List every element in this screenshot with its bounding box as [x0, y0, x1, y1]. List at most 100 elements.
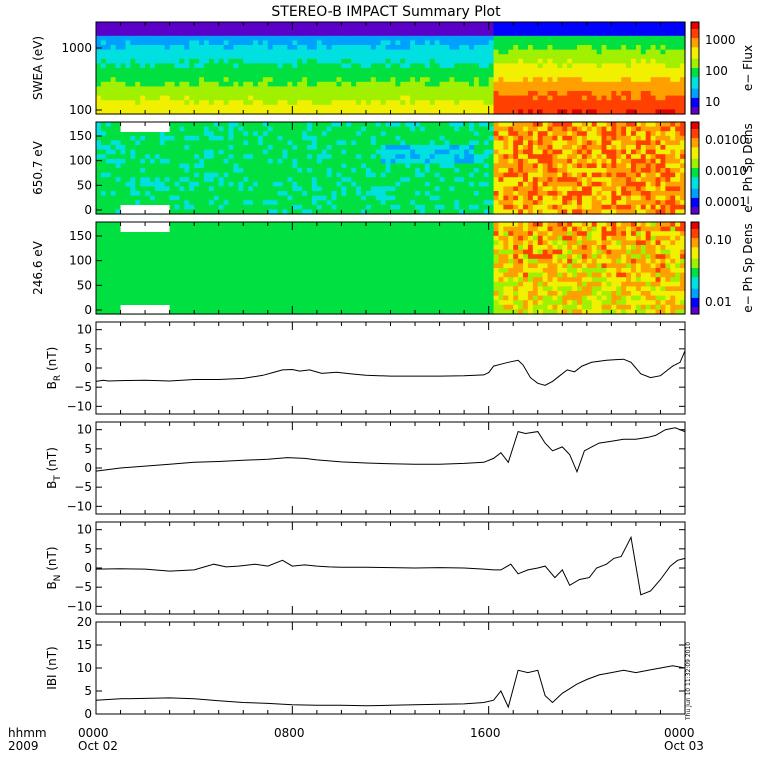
heatmap-cell: [297, 77, 303, 83]
heatmap-cell: [459, 58, 465, 64]
heatmap-cell: [410, 191, 416, 197]
heatmap-cell: [552, 40, 558, 46]
heatmap-cell: [307, 81, 313, 87]
heatmap-cell: [601, 200, 608, 206]
heatmap-cell: [459, 45, 465, 51]
heatmap-cell: [140, 40, 146, 46]
heatmap-cell: [169, 200, 176, 206]
heatmap-cell: [164, 149, 171, 155]
heatmap-cell: [228, 135, 235, 141]
heatmap-cell: [400, 145, 406, 151]
heatmap-cell: [356, 204, 362, 210]
heatmap-cell: [105, 31, 112, 37]
heatmap-cell: [96, 58, 102, 64]
heatmap-cell: [586, 181, 593, 187]
heatmap-cell: [199, 163, 205, 169]
heatmap-cell: [680, 77, 686, 83]
heatmap-cell: [174, 149, 181, 155]
heatmap-cell: [410, 140, 416, 146]
heatmap-cell: [203, 86, 210, 92]
heatmap-cell: [513, 68, 519, 74]
heatmap-cell: [616, 54, 622, 60]
heatmap-cell: [248, 68, 254, 74]
heatmap-cell: [184, 140, 190, 146]
heatmap-cell: [331, 100, 338, 106]
heatmap-cell: [508, 163, 514, 169]
heatmap-cell: [503, 158, 509, 164]
heatmap-cell: [218, 186, 225, 192]
heatmap-cell: [488, 172, 495, 178]
heatmap-cell: [518, 135, 524, 141]
heatmap-cell: [581, 68, 588, 74]
heatmap-cell: [380, 91, 387, 97]
colorbar-segment: [691, 47, 699, 51]
heatmap-cell: [444, 126, 450, 132]
heatmap-cell: [159, 72, 166, 78]
heatmap-cell: [621, 81, 627, 87]
heatmap-cell: [243, 45, 249, 51]
heatmap-cell: [311, 95, 318, 101]
heatmap-cell: [434, 204, 441, 210]
heatmap-cell: [164, 81, 171, 87]
heatmap-cell: [321, 168, 328, 174]
heatmap-cell: [665, 140, 671, 146]
heatmap-cell: [110, 26, 117, 32]
heatmap-cell: [395, 135, 401, 141]
heatmap-cell: [96, 186, 102, 192]
heatmap-cell: [351, 149, 357, 155]
heatmap-cell: [523, 154, 529, 160]
heatmap-cell: [277, 95, 284, 101]
heatmap-cell: [326, 168, 333, 174]
heatmap-cell: [213, 200, 220, 206]
heatmap-cell: [611, 195, 617, 201]
heatmap-cell: [596, 77, 603, 83]
heatmap-cell: [228, 181, 235, 187]
heatmap-cell: [469, 54, 475, 60]
heatmap-cell: [203, 181, 210, 187]
heatmap-cell: [199, 154, 205, 160]
heatmap-cell: [380, 22, 387, 28]
heatmap-cell: [567, 72, 573, 78]
heatmap-cell: [439, 135, 446, 141]
colorbar-frame: [690, 121, 700, 215]
heatmap-cell: [523, 186, 529, 192]
heatmap-cell: [316, 204, 323, 210]
heatmap-cell: [464, 63, 470, 69]
heatmap-cell: [282, 140, 289, 146]
heatmap-cell: [179, 40, 185, 46]
heatmap-cell: [100, 186, 107, 192]
heatmap-cell: [513, 177, 519, 183]
heatmap-cell: [596, 158, 603, 164]
heatmap-cell: [105, 295, 112, 301]
heatmap-cell: [189, 177, 195, 183]
heatmap-cell: [130, 35, 136, 41]
heatmap-cell: [508, 95, 514, 101]
heatmap-cell: [493, 131, 500, 137]
heatmap-cell: [405, 31, 411, 37]
heatmap-cell: [513, 186, 519, 192]
heatmap-cell: [179, 77, 185, 83]
heatmap-cell: [616, 100, 622, 106]
heatmap-cell: [449, 158, 455, 164]
heatmap-cell: [375, 209, 382, 215]
heatmap-cell: [140, 45, 146, 51]
heatmap-cell: [248, 81, 254, 87]
heatmap-cell: [645, 145, 652, 151]
heatmap-cell: [159, 40, 166, 46]
heatmap-cell: [110, 172, 117, 178]
heatmap-cell: [257, 145, 264, 151]
heatmap-cell: [223, 109, 230, 115]
heatmap-cell: [130, 186, 136, 192]
heatmap-cell: [262, 54, 269, 60]
heatmap-cell: [277, 40, 284, 46]
heatmap-cell: [650, 77, 657, 83]
heatmap-cell: [370, 126, 377, 132]
heatmap-cell: [542, 86, 549, 92]
heatmap-cell: [159, 181, 166, 187]
heatmap-cell: [257, 209, 264, 215]
heatmap-cell: [675, 86, 681, 92]
heatmap-cell: [449, 177, 455, 183]
heatmap-cell: [272, 149, 279, 155]
heatmap-cell: [400, 49, 406, 55]
heatmap-cell: [189, 68, 195, 74]
